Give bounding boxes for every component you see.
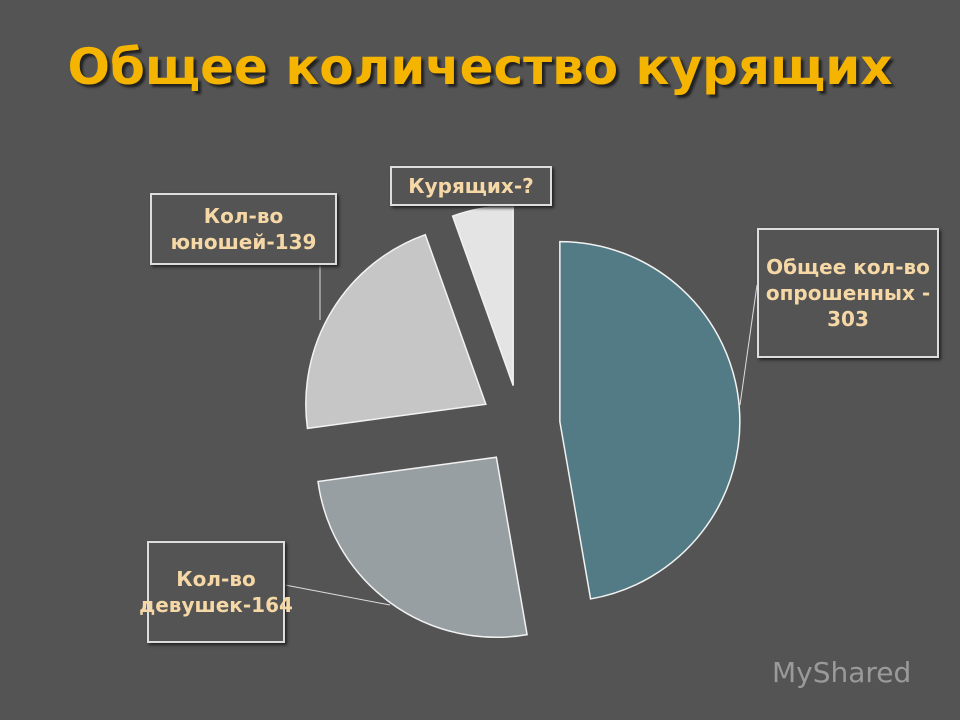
data-label: Кол-во девушек-164: [139, 541, 293, 643]
leader-line: [739, 284, 758, 406]
leader-line: [284, 584, 391, 606]
watermark: MyShared: [772, 656, 912, 689]
chart-title: Общее количество курящих: [67, 38, 893, 96]
pie-slice: [559, 240, 741, 600]
data-label: Курящих-?: [390, 166, 552, 206]
pie-slice: [305, 233, 487, 430]
data-label: Кол-во юношей-139: [150, 193, 337, 265]
pie-slice: [317, 456, 528, 639]
data-label: Общее кол-во опрошенных - 303: [757, 228, 939, 358]
